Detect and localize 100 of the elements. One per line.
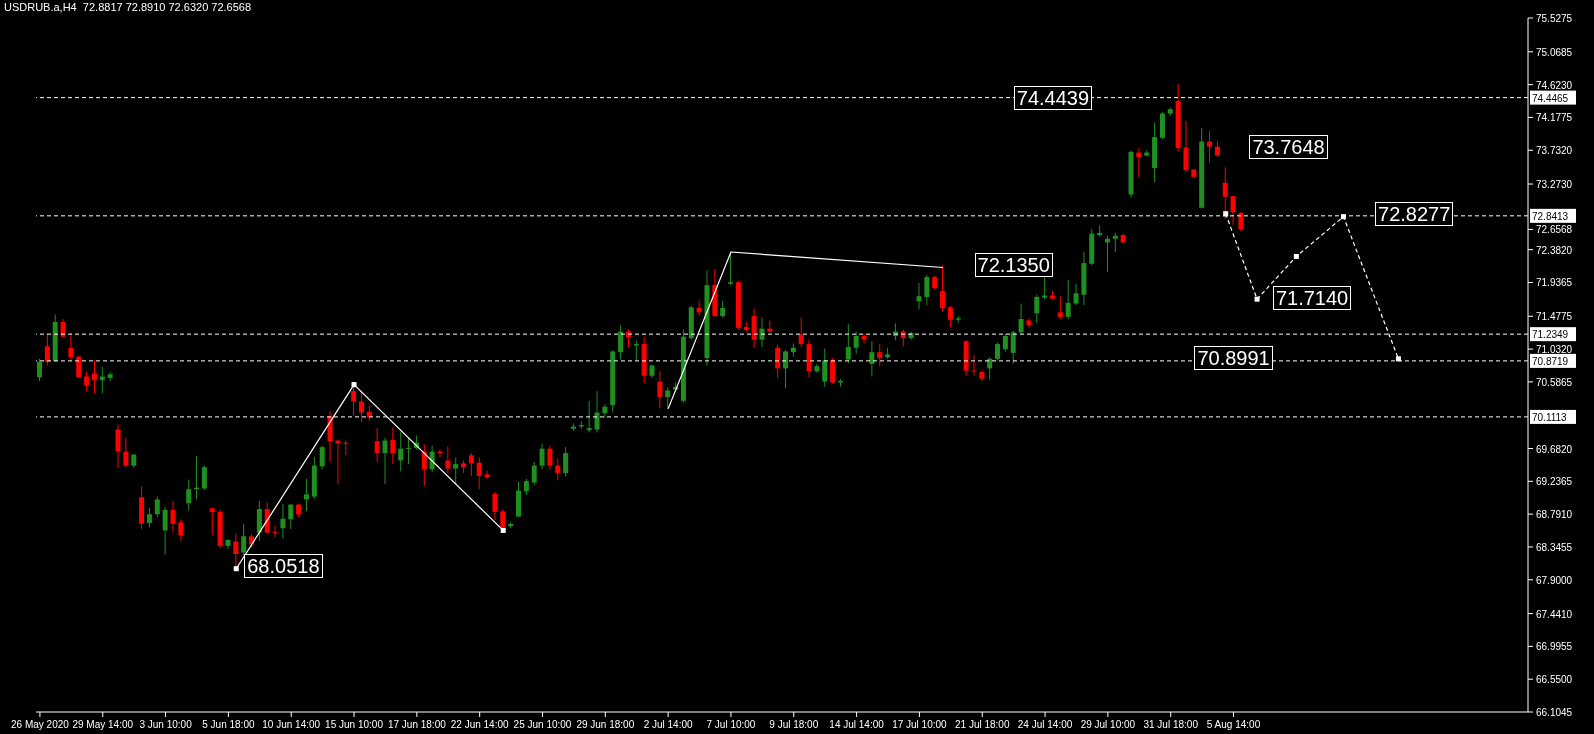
- candlestick: [594, 390, 600, 433]
- y-tick-label: 75.5275: [1536, 13, 1573, 24]
- candlestick: [1207, 130, 1213, 164]
- candlestick: [154, 496, 160, 518]
- y-tick-label: 74.1775: [1536, 112, 1573, 124]
- candlestick: [398, 431, 404, 472]
- candlestick: [971, 354, 977, 377]
- candlestick: [657, 370, 663, 409]
- candlestick: [696, 300, 702, 316]
- y-tick-label: 73.2730: [1536, 179, 1573, 191]
- point: [1254, 296, 1260, 302]
- candlestick: [1112, 232, 1118, 253]
- ref-line-label: 74.4465: [1532, 92, 1569, 104]
- candlestick: [468, 452, 474, 477]
- candlestick: [1018, 303, 1024, 335]
- candlestick: [1065, 279, 1071, 320]
- candlestick: [406, 437, 412, 465]
- candlestick: [1230, 195, 1236, 226]
- annotation: 68.0518: [244, 554, 323, 578]
- y-tick-label: 67.4410: [1536, 608, 1573, 620]
- candlestick: [563, 446, 569, 478]
- candlestick: [1073, 283, 1079, 306]
- candlestick: [1042, 276, 1048, 300]
- x-tick-label: 29 Jun 18:00: [576, 719, 635, 730]
- ref-line-label: 72.8413: [1532, 210, 1569, 222]
- candlestick: [84, 371, 90, 392]
- point: [500, 527, 506, 533]
- candlestick: [547, 445, 553, 470]
- annotation: 70.8991: [1194, 346, 1273, 370]
- x-tick-label: 17 Jun 18:00: [387, 719, 447, 730]
- x-tick-label: 22 Jun 14:00: [450, 719, 510, 730]
- candlestick: [44, 333, 50, 366]
- point: [1395, 356, 1401, 362]
- candlestick: [845, 323, 851, 364]
- point: [1223, 211, 1229, 217]
- y-tick-label: 75.0685: [1536, 46, 1573, 58]
- y-tick-label: 71.9365: [1536, 277, 1573, 289]
- y-tick-label: 66.5500: [1536, 674, 1573, 686]
- candlestick: [201, 465, 207, 491]
- candlestick: [1136, 147, 1142, 179]
- x-tick-label: 9 Jul 18:00: [769, 719, 819, 730]
- y-tick-label: 73.7320: [1536, 145, 1573, 157]
- y-tick-label: 71.0320: [1536, 344, 1573, 356]
- candlestick: [869, 340, 875, 377]
- candlestick: [170, 500, 176, 534]
- x-tick-label: 14 Jul 14:00: [829, 719, 885, 730]
- y-tick-label: 70.5865: [1536, 376, 1573, 388]
- ref-line-label: 70.8719: [1532, 355, 1569, 367]
- candlestick: [618, 325, 624, 361]
- candlestick: [91, 359, 97, 394]
- annotation: 71.7140: [1272, 286, 1352, 310]
- candlestick: [374, 427, 380, 463]
- x-tick-label: 5 Aug 14:00: [1206, 719, 1261, 730]
- candlestick: [924, 274, 930, 306]
- candlestick: [1026, 317, 1032, 328]
- candlestick: [555, 457, 561, 481]
- candlestick: [940, 264, 946, 313]
- candlestick: [115, 423, 121, 469]
- candlestick: [798, 317, 804, 348]
- point: [351, 382, 357, 388]
- candlestick: [1034, 294, 1040, 324]
- annotation: 74.4439: [1013, 86, 1093, 110]
- candlestick: [445, 445, 451, 474]
- x-tick-label: 5 Jun 18:00: [202, 719, 255, 730]
- candlestick: [390, 426, 396, 465]
- candlestick: [633, 339, 639, 361]
- candlestick: [288, 503, 294, 530]
- x-tick-label: 25 Jun 10:00: [513, 719, 572, 730]
- candlestick: [319, 445, 325, 470]
- candlestick: [146, 507, 152, 528]
- candlestick: [877, 343, 883, 367]
- y-tick-label: 72.6568: [1536, 224, 1573, 236]
- candlestick: [484, 470, 490, 480]
- y-tick-label: 68.3455: [1536, 541, 1573, 553]
- candlestick: [178, 518, 184, 542]
- y-tick-label: 71.4775: [1536, 311, 1573, 323]
- y-tick-label: 69.2365: [1536, 476, 1573, 488]
- annotation: 72.8277: [1375, 202, 1454, 226]
- candlestick: [476, 457, 482, 490]
- y-tick-label: 74.6230: [1536, 79, 1573, 91]
- chart-title: USDRUB.a,H4 72.8817 72.8910 72.6320 72.6568: [4, 1, 252, 13]
- y-tick-label: 69.6820: [1536, 443, 1573, 455]
- candlestick: [728, 252, 734, 286]
- candlestick: [256, 500, 262, 542]
- candlestick: [492, 491, 498, 521]
- candlestick: [861, 333, 867, 344]
- candlestick: [68, 333, 74, 361]
- x-tick-label: 2 Jul 14:00: [643, 719, 694, 730]
- point: [1293, 253, 1299, 259]
- candlestick: [751, 308, 757, 349]
- candlestick: [264, 501, 270, 535]
- candlestick: [186, 479, 192, 512]
- candlestick: [453, 457, 459, 485]
- candlestick: [37, 358, 42, 382]
- x-tick-label: 7 Jul 10:00: [706, 719, 756, 730]
- candlestick: [209, 507, 215, 537]
- x-tick-label: 15 Jun 10:00: [325, 719, 384, 730]
- candlestick: [602, 403, 608, 419]
- point: [233, 566, 239, 572]
- x-tick-label: 29 Jul 10:00: [1080, 719, 1136, 730]
